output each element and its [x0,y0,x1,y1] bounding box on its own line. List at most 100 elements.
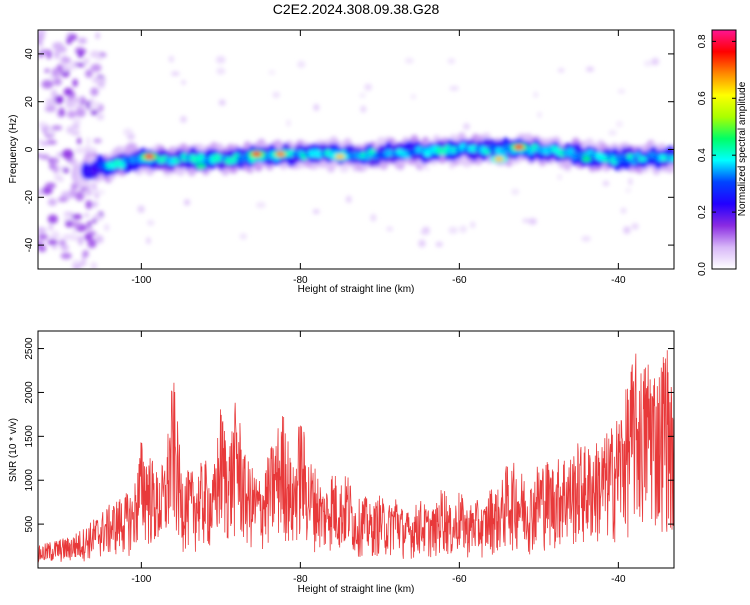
noise-blob [65,65,76,71]
noise-blob [557,174,562,181]
noise-blob [78,235,84,246]
noise-blob [54,49,60,60]
noise-blob [268,69,276,75]
noise-blob [123,128,133,136]
noise-blob [62,63,68,73]
noise-blob [38,47,43,53]
noise-blob [96,113,105,121]
y-tick-label: -20 [24,190,35,205]
noise-blob [47,198,57,206]
noise-blob [51,244,58,250]
noise-blob [57,64,63,72]
noise-blob [82,190,90,195]
noise-blob [447,58,456,64]
noise-blob [47,239,58,246]
y-tick-label: 20 [24,96,35,108]
noise-blob [46,128,55,135]
y-tick-label: 2500 [24,337,35,360]
noise-blob [586,66,595,72]
noise-blob [66,126,74,134]
noise-blob [57,196,68,203]
band-inner [670,155,674,162]
noise-blob [80,259,87,267]
snr-frame [37,330,675,569]
spectrogram-ticks: -100 -80 -60 -40 -40 -20 0 20 40 [24,30,674,286]
snr-x-label: Height of straight line (km) [298,584,415,595]
noise-blob [38,233,49,240]
colorbar-label: Normalized spectral amplitude [737,81,748,216]
noise-blob [425,166,430,171]
noise-blob [168,55,174,63]
noise-blob [218,99,226,106]
x-tick-label: -40 [611,574,626,585]
noise-blob [90,262,98,269]
noise-blob [608,129,617,136]
noise-blob [404,57,414,64]
noise-blob [45,98,56,107]
noise-blob [87,238,97,249]
noise-blob [75,108,86,118]
noise-blob [522,218,531,223]
noise-blob [239,233,247,240]
noise-blob [65,103,74,109]
noise-blob [345,195,352,204]
noise-blob [84,212,90,218]
colorbar: 0.0 0.2 0.4 0.6 0.8 Normalized spectral ampl… [697,29,748,276]
snr-ticks: -100 -80 -60 -40 500 1000 1500 2000 2500 [24,331,674,585]
noise-blob [67,33,78,41]
noise-blob [81,225,89,231]
noise-blob [91,77,104,84]
noise-blob [52,158,57,168]
noise-blob [511,188,520,195]
noise-blob [420,229,430,235]
spectrogram-heatmap [38,30,674,269]
noise-blob [60,244,69,252]
noise-blob [256,201,266,209]
snr-series-line [38,350,674,564]
noise-blob [44,182,57,189]
noise-blob [63,216,73,221]
y-tick-label: 0 [24,146,35,152]
noise-blob [62,167,70,174]
noise-blob [73,97,84,103]
noise-blob [38,122,48,128]
noise-blob [602,180,610,187]
noise-blob [86,221,92,227]
noise-blob [38,226,47,234]
noise-blob [146,237,151,245]
noise-blob [581,235,591,242]
noise-blob [82,57,90,65]
noise-blob [95,32,100,40]
noise-blob [41,140,49,146]
noise-blob [63,211,74,216]
noise-blob [463,123,470,131]
noise-blob [62,234,74,240]
noise-blob [47,214,59,224]
noise-blob [71,213,83,220]
hotspot [637,156,648,162]
noise-blob [216,67,226,75]
noise-blob [137,205,145,213]
noise-blob [52,42,64,50]
hotspot [251,151,262,157]
snr-line-layer [38,350,674,564]
noise-blob [72,118,81,125]
noise-blob [537,111,542,118]
hotspot [335,154,346,160]
noise-blob [50,89,58,99]
noise-blob [65,219,74,228]
noise-blob [60,252,72,260]
noise-blob [70,235,80,241]
noise-blob [312,209,320,214]
y-tick-label: 1000 [24,469,35,492]
noise-blob [74,147,87,154]
noise-blob [40,187,53,195]
colorbar-tick-label: 0.0 [697,262,708,276]
colorbar-tick-label: 0.6 [697,91,708,105]
y-tick-label: 2000 [24,381,35,404]
noise-blob [38,32,45,42]
noise-blob [617,89,626,94]
noise-blob [44,105,57,113]
